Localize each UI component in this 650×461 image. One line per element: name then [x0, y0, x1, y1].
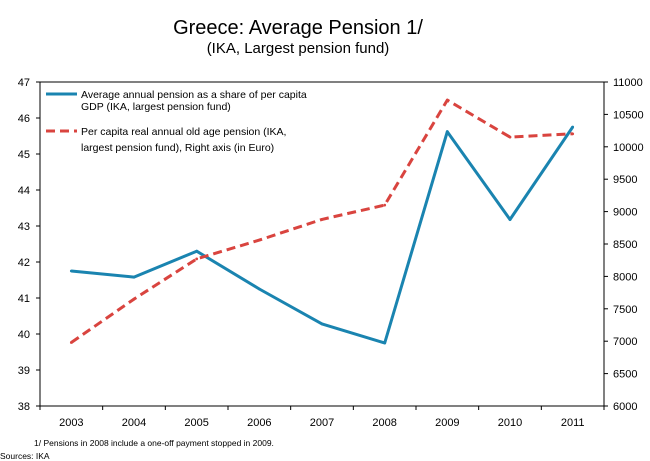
series-1-point	[320, 217, 324, 221]
right-tick-label: 10500	[613, 109, 644, 121]
series-line-0	[71, 126, 574, 345]
right-tick-label: 9500	[613, 174, 637, 186]
series-0-point	[132, 275, 136, 279]
x-tick-label: 2011	[561, 417, 585, 429]
series-0-point	[571, 125, 575, 129]
right-tick-label: 6000	[613, 401, 637, 413]
right-tick-label: 9000	[613, 207, 637, 219]
x-axis: 2003 2004 2005 2006 2007 2008 2009 2010 2011	[39, 406, 605, 429]
series-0-point	[69, 269, 73, 273]
left-tick-label: 40	[18, 329, 30, 341]
right-tick-label: 8000	[613, 271, 637, 283]
x-tick-label: 2003	[59, 417, 83, 429]
left-tick-label: 42	[18, 257, 30, 269]
legend-label: largest pension fund), Right axis (in Eu…	[81, 142, 274, 154]
right-tick-label: 8500	[613, 239, 637, 251]
left-tick-label: 41	[18, 293, 30, 305]
series-1-point	[195, 257, 199, 261]
x-tick-label: 2004	[122, 417, 146, 429]
series-0-point	[195, 249, 199, 253]
x-tick-label: 2009	[435, 417, 459, 429]
right-tick-label: 7500	[613, 304, 637, 316]
x-tick-label: 2010	[498, 417, 522, 429]
left-tick-label: 45	[18, 149, 30, 161]
right-axis: 6000 6500 7000 7500 8000 8500 9000 9500 10000 105…	[604, 77, 644, 413]
left-tick-label: 39	[18, 365, 30, 377]
right-tick-label: 11000	[613, 77, 643, 89]
left-axis: 38 39 40 41 42 43 44 45 46 47	[18, 77, 40, 413]
x-tick-label: 2008	[372, 417, 396, 429]
footnote: 1/ Pensions in 2008 include a one-off pa…	[34, 438, 274, 448]
x-tick-label: 2007	[310, 417, 334, 429]
series-1-point	[132, 297, 136, 301]
series-1-point	[69, 341, 73, 344]
series-1-point	[257, 238, 261, 242]
legend-label: Per capita real annual old age pension (…	[81, 126, 286, 138]
right-tick-label: 10000	[613, 142, 644, 154]
left-tick-label: 38	[18, 401, 30, 413]
series-0-point	[508, 218, 512, 221]
chart-title: Greece: Average Pension 1/	[173, 17, 423, 39]
source-note: Sources: IKA	[0, 451, 50, 461]
legend: Average annual pension as a share of per…	[46, 89, 307, 154]
left-tick-label: 43	[18, 221, 30, 233]
right-tick-label: 7000	[613, 336, 637, 348]
series-0-point	[383, 341, 387, 345]
series-0-point	[320, 322, 324, 326]
legend-label: Average annual pension as a share of per…	[81, 89, 307, 101]
left-tick-label: 47	[18, 77, 30, 89]
right-tick-label: 6500	[613, 369, 637, 381]
series-1-point	[445, 98, 449, 102]
chart-subtitle: (IKA, Largest pension fund)	[207, 40, 390, 57]
left-tick-label: 44	[18, 185, 30, 197]
left-tick-label: 46	[18, 113, 30, 125]
series-layer	[69, 98, 575, 345]
x-tick-label: 2005	[184, 417, 208, 429]
series-1-point	[508, 135, 512, 139]
legend-label: GDP (IKA, largest pension fund)	[81, 101, 231, 113]
series-1-point	[383, 203, 387, 207]
series-0-point	[445, 130, 449, 134]
series-0-point	[257, 287, 261, 291]
x-tick-label: 2006	[247, 417, 271, 429]
series-1-point	[571, 132, 575, 136]
